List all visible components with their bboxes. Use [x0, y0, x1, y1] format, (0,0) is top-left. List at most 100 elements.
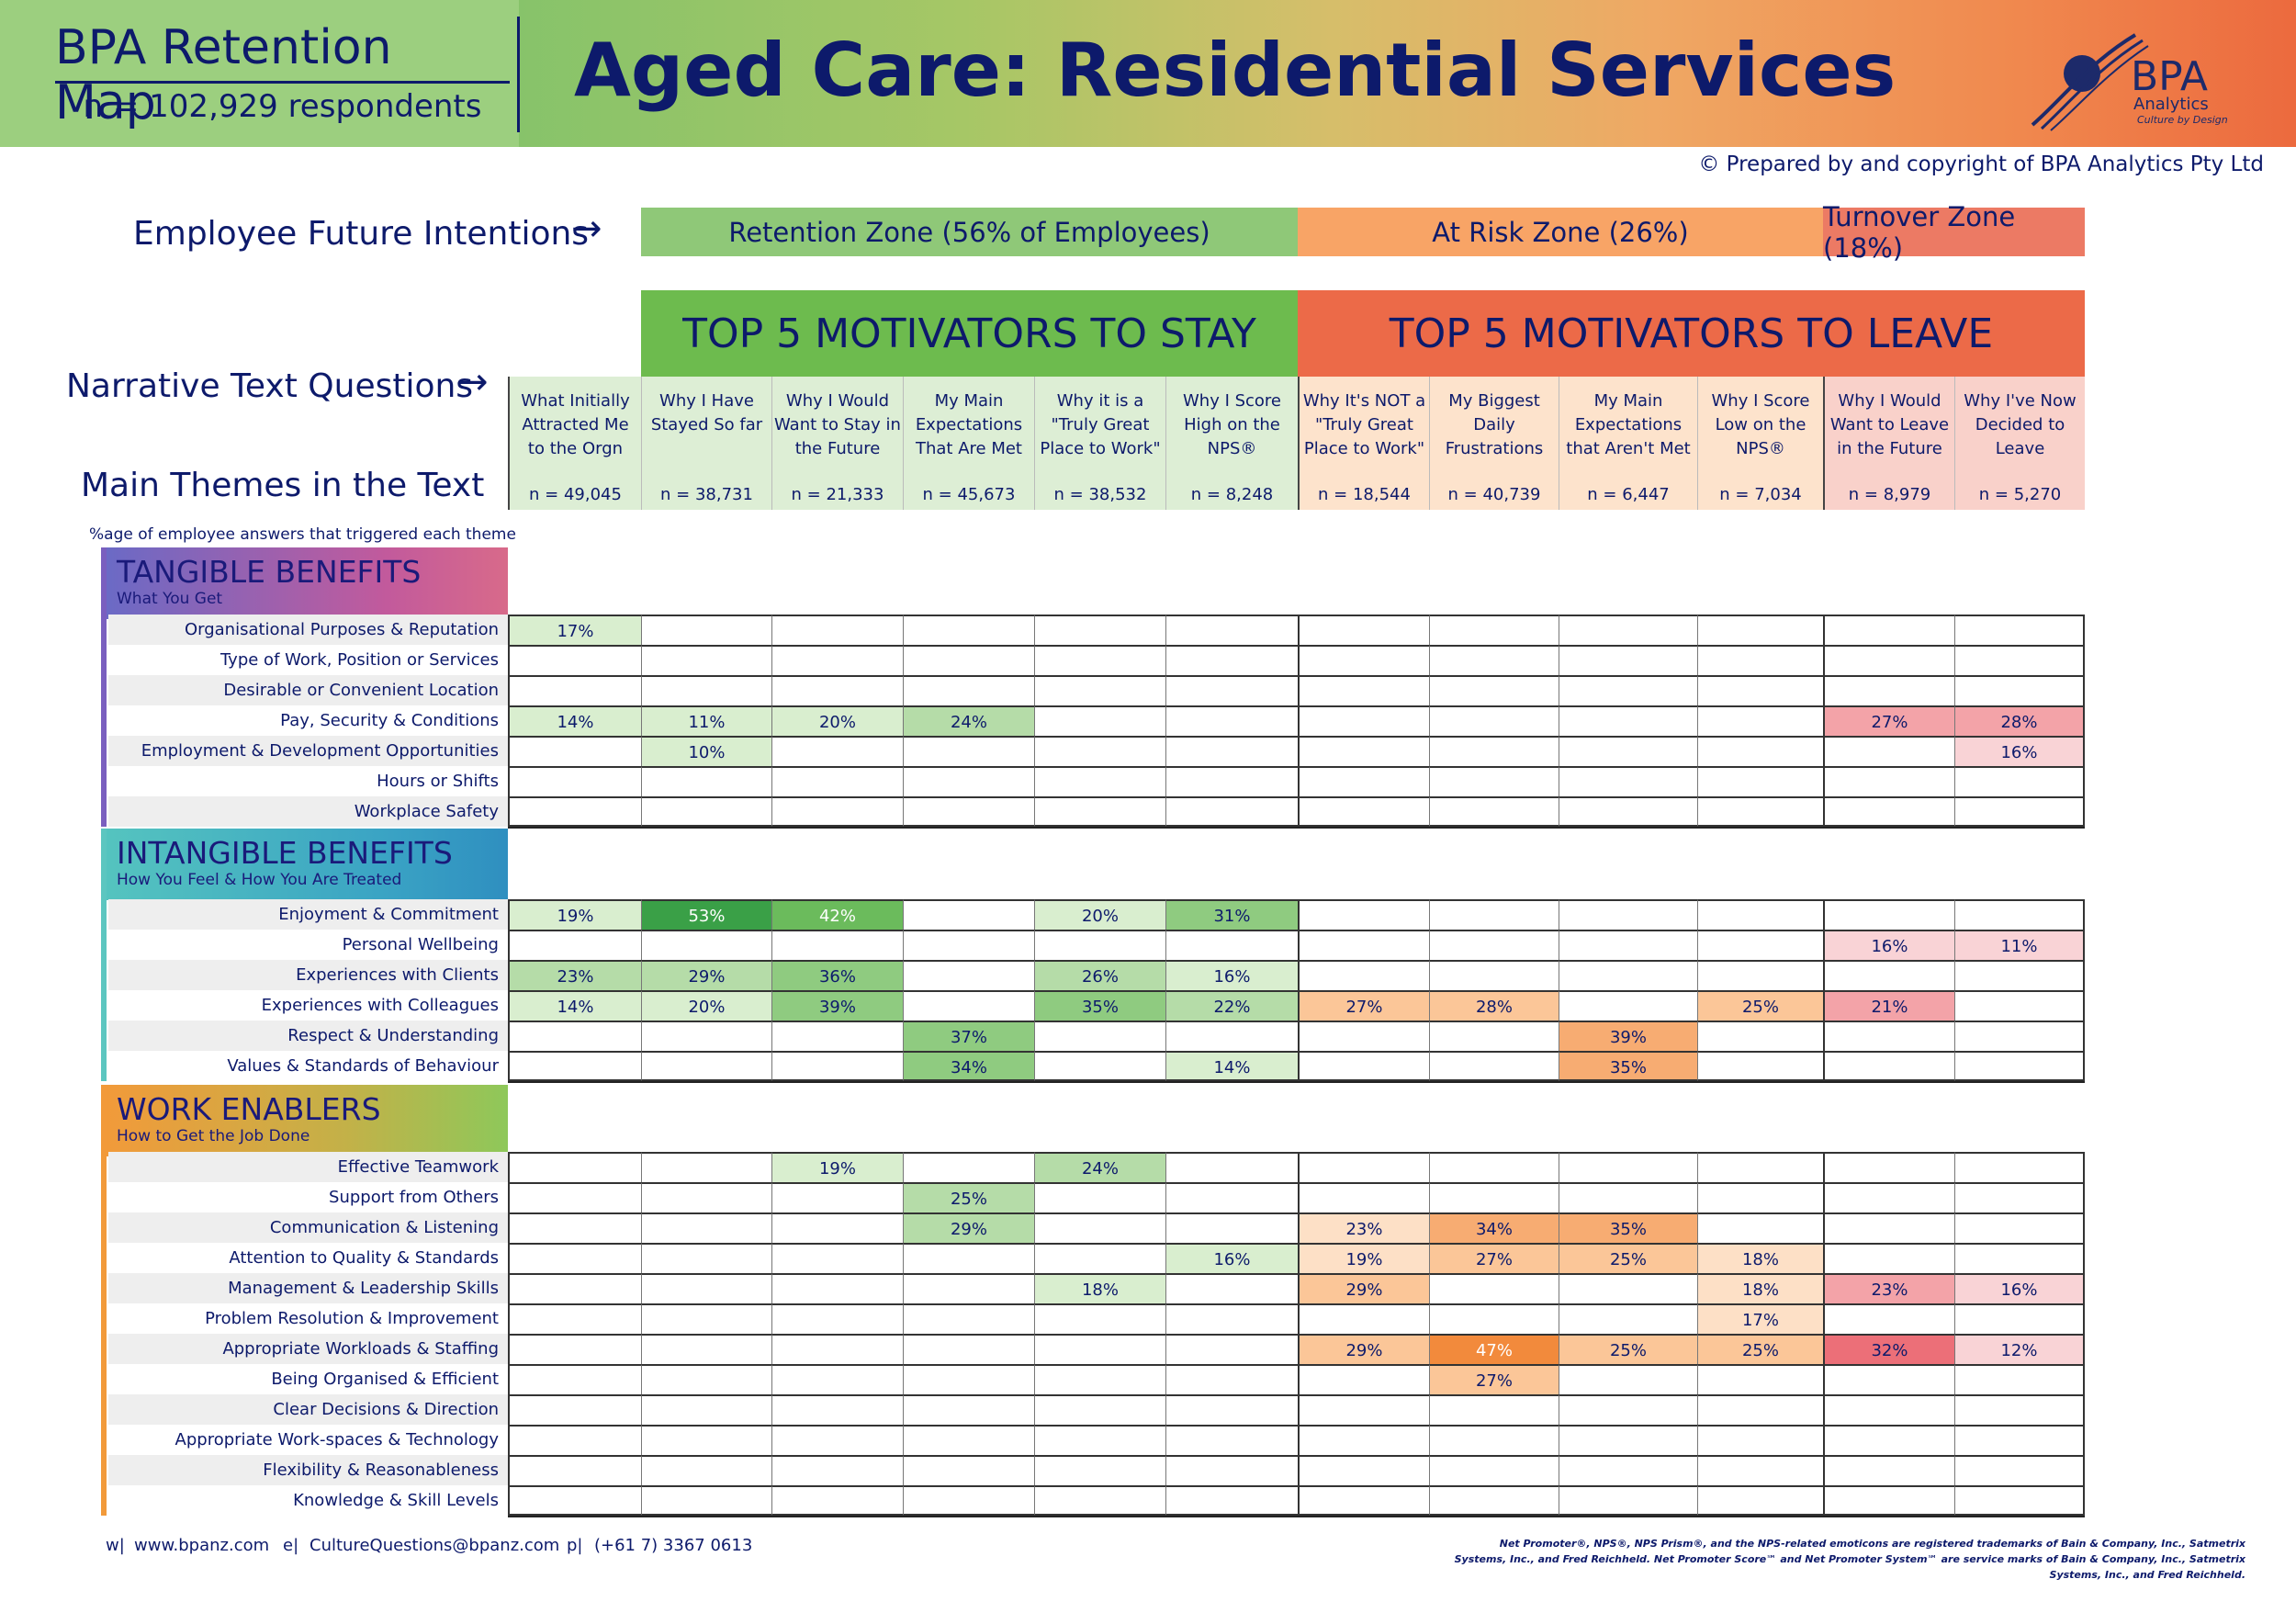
table-cell — [903, 1334, 1034, 1364]
table-cell — [641, 1334, 771, 1364]
table-cell — [1954, 1152, 2085, 1182]
table-cell — [1165, 796, 1298, 827]
brand-box — [0, 0, 519, 147]
table-cell — [1165, 675, 1298, 705]
table-cell — [1165, 1364, 1298, 1394]
table-cell: 20% — [641, 990, 771, 1021]
table-cell — [1954, 1303, 2085, 1334]
table-cell — [1697, 960, 1823, 990]
footer-email-label: e| — [283, 1536, 299, 1555]
table-cell — [1165, 1212, 1298, 1243]
row-label: Hours or Shifts — [377, 772, 499, 791]
table-cell — [1954, 645, 2085, 675]
table-cell — [1559, 1273, 1697, 1303]
table-cell — [1034, 1455, 1165, 1485]
table-cell — [1165, 930, 1298, 960]
table-cell — [1298, 899, 1429, 930]
question-text: Why I Score High on the NPS® — [1182, 391, 1282, 458]
category-subtitle: How You Feel & How You Are Treated — [117, 871, 402, 889]
table-cell — [903, 990, 1034, 1021]
table-cell — [1298, 1051, 1429, 1081]
table-cell — [1559, 1303, 1697, 1334]
table-cell — [1697, 766, 1823, 796]
row-label: Organisational Purposes & Reputation — [184, 620, 499, 639]
table-cell — [508, 796, 641, 827]
table-cell — [1954, 796, 2085, 827]
table-cell — [1697, 675, 1823, 705]
category-header-2: INTANGIBLE BENEFITS How You Feel & How Yo… — [104, 829, 508, 900]
table-cell — [1823, 1182, 1954, 1212]
table-cell — [1823, 960, 1954, 990]
row-label: Experiences with Colleagues — [261, 996, 499, 1015]
table-cell — [1298, 1485, 1429, 1516]
table-cell: 19% — [771, 1152, 903, 1182]
row-label-bg — [108, 1364, 508, 1394]
table-cell — [1429, 766, 1559, 796]
table-cell — [1034, 1243, 1165, 1273]
row-label: Experiences with Clients — [296, 965, 499, 985]
table-cell — [1429, 1425, 1559, 1455]
table-cell — [1823, 1303, 1954, 1334]
category-subtitle: What You Get — [117, 590, 223, 608]
question-header-9: My Main Expectations that Aren't Met n = … — [1559, 377, 1697, 510]
table-cell — [1298, 675, 1429, 705]
footer-web[interactable]: www.bpanz.com — [134, 1536, 270, 1555]
row-label: Enjoyment & Commitment — [278, 905, 499, 924]
table-cell — [903, 645, 1034, 675]
question-header-7: Why It's NOT a "Truly Great Place to Wor… — [1298, 377, 1429, 510]
table-cell: 27% — [1429, 1364, 1559, 1394]
table-cell — [1429, 1394, 1559, 1425]
row-label-bg — [108, 1425, 508, 1455]
footer-email[interactable]: CultureQuestions@bpanz.com — [310, 1536, 560, 1555]
table-cell: 24% — [1034, 1152, 1165, 1182]
table-cell — [508, 766, 641, 796]
table-cell — [903, 736, 1034, 766]
table-cell — [1165, 766, 1298, 796]
table-cell — [1034, 766, 1165, 796]
row-label: Respect & Understanding — [287, 1026, 499, 1045]
table-cell — [771, 1485, 903, 1516]
row-label: Workplace Safety — [354, 802, 499, 821]
table-cell — [641, 1021, 771, 1051]
table-cell — [1697, 705, 1823, 736]
question-text: My Main Expectations That Are Met — [915, 391, 1023, 458]
table-cell — [1697, 1021, 1823, 1051]
category-header-3: WORK ENABLERS How to Get the Job Done — [104, 1085, 508, 1156]
table-cell — [1034, 1485, 1165, 1516]
table-cell — [771, 1394, 903, 1425]
footer-phone: (+61 7) 3367 0613 — [594, 1536, 753, 1555]
table-cell — [508, 1303, 641, 1334]
question-n: n = 40,739 — [1447, 485, 1541, 504]
table-cell — [1298, 1364, 1429, 1394]
question-text: Why I Have Stayed So far — [650, 391, 763, 434]
table-cell — [1429, 1303, 1559, 1334]
table-cell — [1559, 766, 1697, 796]
question-header-3: Why I Would Want to Stay in the Future n … — [771, 377, 903, 510]
table-cell — [1429, 675, 1559, 705]
question-n: n = 49,045 — [529, 485, 622, 504]
table-cell: 47% — [1429, 1334, 1559, 1364]
row-label-bg — [108, 1051, 508, 1081]
row-label: Problem Resolution & Improvement — [205, 1309, 499, 1328]
brand-respondents: n = 102,929 respondents — [83, 88, 482, 125]
table-cell — [1034, 675, 1165, 705]
table-cell — [903, 1243, 1034, 1273]
table-cell — [1954, 1212, 2085, 1243]
table-cell — [641, 1455, 771, 1485]
risk-zone: At Risk Zone (26%) — [1298, 208, 1823, 256]
table-cell — [903, 1152, 1034, 1182]
table-cell: 24% — [903, 705, 1034, 736]
row-label: Clear Decisions & Direction — [273, 1400, 499, 1419]
table-cell — [1823, 1394, 1954, 1425]
question-header-8: My Biggest Daily Frustrations n = 40,739 — [1429, 377, 1559, 510]
table-cell — [1429, 705, 1559, 736]
question-n: n = 7,034 — [1719, 485, 1802, 504]
table-cell — [1165, 1273, 1298, 1303]
table-cell: 20% — [771, 705, 903, 736]
question-text: Why I've Now Decided to Leave — [1964, 391, 2077, 458]
table-cell — [641, 1243, 771, 1273]
table-cell: 22% — [1165, 990, 1298, 1021]
row-label-bg — [108, 1212, 508, 1243]
table-cell: 32% — [1823, 1334, 1954, 1364]
question-text: Why I Would Want to Stay in the Future — [774, 391, 901, 458]
